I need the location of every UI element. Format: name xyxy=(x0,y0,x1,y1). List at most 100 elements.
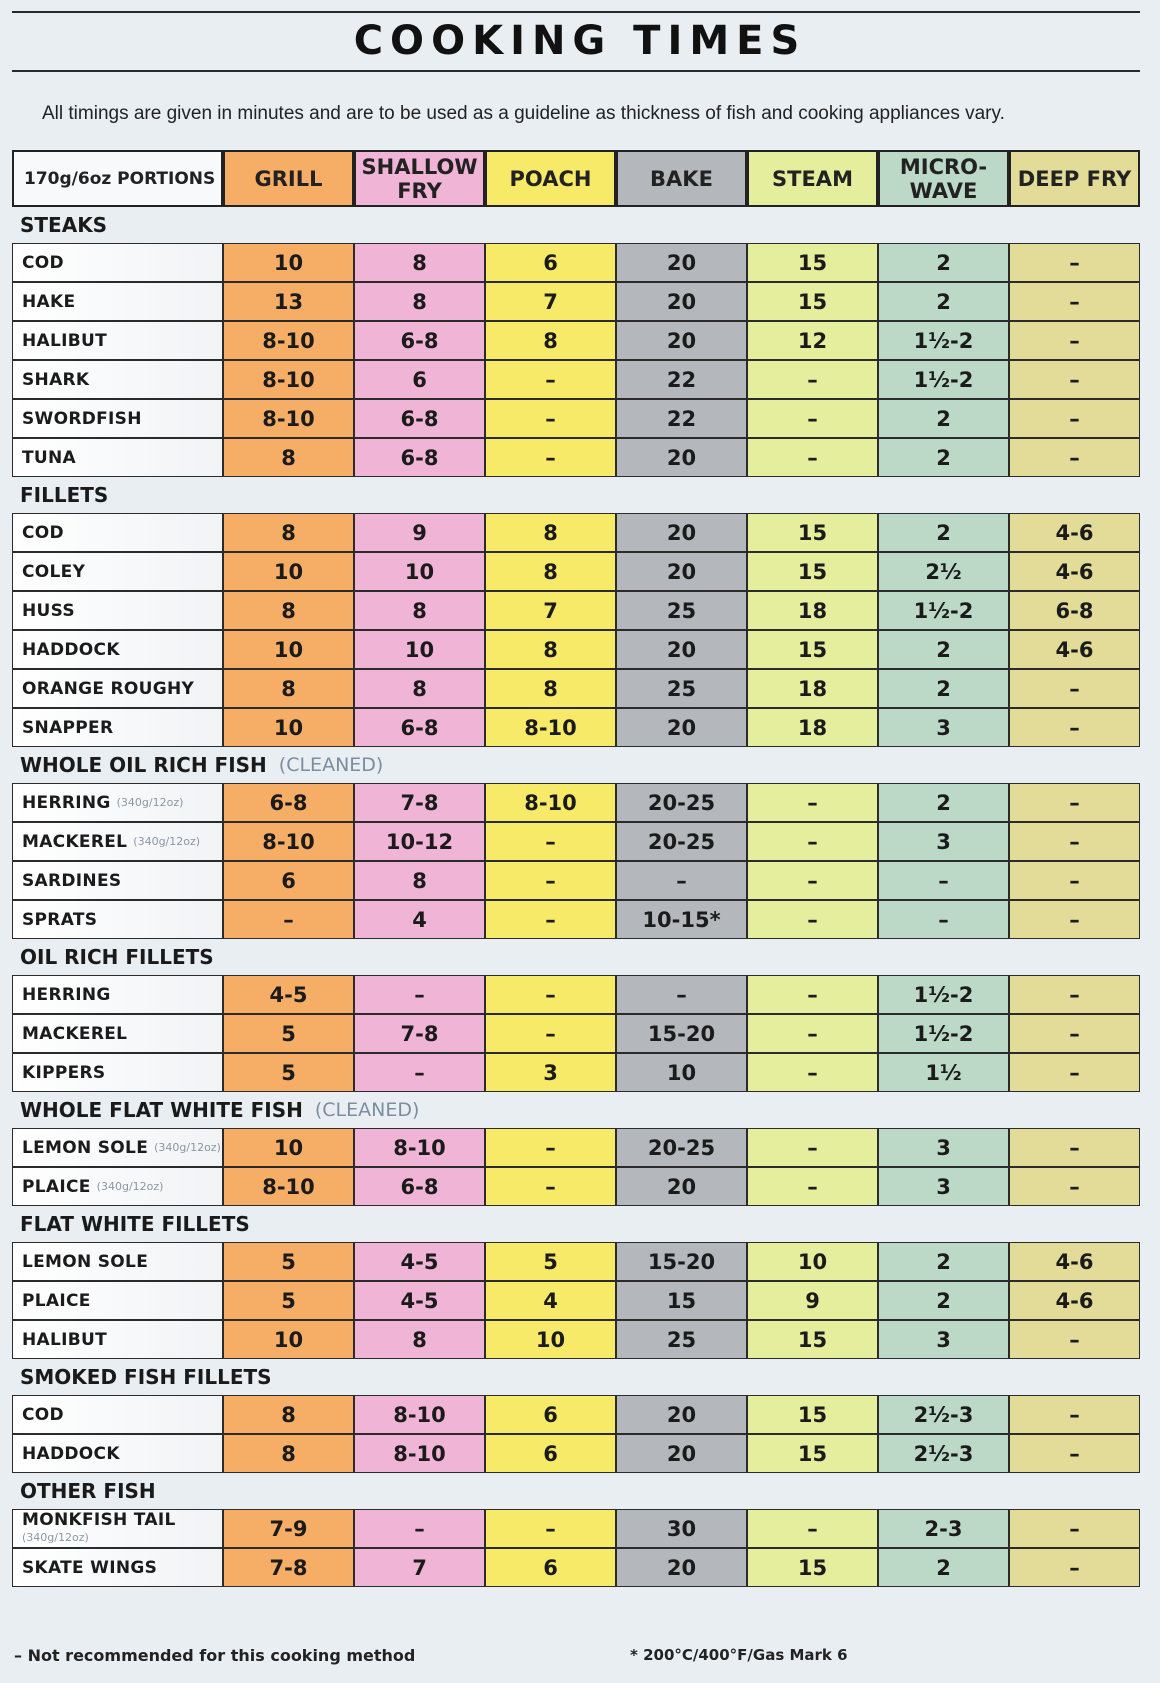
fish-name-text: COD xyxy=(22,252,64,273)
time-cell: 20 xyxy=(616,1548,747,1587)
time-cell: 20 xyxy=(616,1395,747,1434)
section-title: STEAKS xyxy=(12,207,1140,243)
time-cell: 15 xyxy=(747,1395,878,1434)
fish-name: LEMON SOLE (340g/12oz) xyxy=(12,1128,223,1167)
fish-name: MACKEREL xyxy=(12,1014,223,1053)
time-cell: 10 xyxy=(223,630,354,669)
time-cell: 8 xyxy=(223,669,354,708)
fish-name-text: SWORDFISH xyxy=(22,408,142,429)
time-cell: – xyxy=(747,1509,878,1548)
fish-name-text: HERRING xyxy=(22,792,111,813)
time-cell: 8 xyxy=(485,321,616,360)
time-cell: 25 xyxy=(616,1320,747,1359)
time-cell: 2 xyxy=(878,630,1009,669)
time-cell: 3 xyxy=(878,1128,1009,1167)
cooking-times-table: 170g/6oz PORTIONS GRILL SHALLOW FRY POACH BA… xyxy=(12,150,1140,1587)
time-cell: 20 xyxy=(616,282,747,321)
time-cell: – xyxy=(485,1014,616,1053)
time-cell: – xyxy=(747,975,878,1014)
time-cell: 10 xyxy=(223,708,354,747)
fish-name-text: ORANGE ROUGHY xyxy=(22,678,195,699)
time-cell: 8-10 xyxy=(485,783,616,822)
footnote-dash: – Not recommended for this cooking metho… xyxy=(14,1646,416,1665)
time-cell: 6-8 xyxy=(354,399,485,438)
time-cell: 8 xyxy=(354,591,485,630)
time-cell: 20-25 xyxy=(616,783,747,822)
time-cell: 9 xyxy=(747,1281,878,1320)
time-cell: 5 xyxy=(223,1281,354,1320)
time-cell: 10 xyxy=(223,1320,354,1359)
fish-name-text: LEMON SOLE xyxy=(22,1251,149,1272)
time-cell: 6-8 xyxy=(354,1167,485,1206)
section-title-text: STEAKS xyxy=(20,213,108,237)
time-cell: 15 xyxy=(747,552,878,591)
time-cell: 13 xyxy=(223,282,354,321)
time-cell: 2 xyxy=(878,783,1009,822)
time-cell: 8 xyxy=(485,630,616,669)
section-title-text: OIL RICH FILLETS xyxy=(20,945,214,969)
time-cell: 1½-2 xyxy=(878,321,1009,360)
section-note: (CLEANED) xyxy=(278,754,384,776)
time-cell: – xyxy=(878,861,1009,900)
time-cell: 2 xyxy=(878,282,1009,321)
time-cell: 8 xyxy=(354,669,485,708)
time-cell: 15 xyxy=(747,1320,878,1359)
fish-name-text: HALIBUT xyxy=(22,1329,107,1350)
time-cell: 10 xyxy=(747,1242,878,1281)
time-cell: – xyxy=(747,1167,878,1206)
time-cell: 10 xyxy=(485,1320,616,1359)
time-cell: 2 xyxy=(878,399,1009,438)
time-cell: – xyxy=(1009,1128,1140,1167)
time-cell: 8 xyxy=(223,591,354,630)
fish-name: PLAICE xyxy=(12,1281,223,1320)
fish-name: KIPPERS xyxy=(12,1053,223,1092)
section-title-text: WHOLE OIL RICH FISH xyxy=(20,753,267,777)
time-cell: 7-9 xyxy=(223,1509,354,1548)
fish-name: SWORDFISH xyxy=(12,399,223,438)
time-cell: – xyxy=(485,399,616,438)
time-cell: 10 xyxy=(223,1128,354,1167)
time-cell: 2½-3 xyxy=(878,1395,1009,1434)
fish-name: COD xyxy=(12,1395,223,1434)
time-cell: 2½ xyxy=(878,552,1009,591)
time-cell: – xyxy=(747,438,878,477)
time-cell: 8 xyxy=(485,669,616,708)
fish-name: TUNA xyxy=(12,438,223,477)
time-cell: 5 xyxy=(223,1014,354,1053)
time-cell: – xyxy=(1009,1167,1140,1206)
time-cell: 8 xyxy=(354,861,485,900)
time-cell: 6-8 xyxy=(354,438,485,477)
time-cell: – xyxy=(1009,1395,1140,1434)
time-cell: 3 xyxy=(485,1053,616,1092)
time-cell: 10 xyxy=(354,630,485,669)
time-cell: 8-10 xyxy=(223,399,354,438)
fish-name-text: MONKFISH TAIL xyxy=(22,1509,176,1530)
time-cell: – xyxy=(354,975,485,1014)
fish-name-text: HAKE xyxy=(22,291,76,312)
fish-weight-note: (340g/12oz) xyxy=(116,796,184,809)
time-cell: 25 xyxy=(616,669,747,708)
fish-weight-note: (340g/12oz) xyxy=(154,1141,221,1154)
time-cell: 4-6 xyxy=(1009,1281,1140,1320)
fish-name-text: TUNA xyxy=(22,447,76,468)
fish-name: COLEY xyxy=(12,552,223,591)
time-cell: 4-6 xyxy=(1009,513,1140,552)
time-cell: 5 xyxy=(223,1242,354,1281)
time-cell: 8-10 xyxy=(223,360,354,399)
time-cell: 8-10 xyxy=(354,1395,485,1434)
fish-name: HUSS xyxy=(12,591,223,630)
time-cell: 6-8 xyxy=(354,708,485,747)
time-cell: 2 xyxy=(878,513,1009,552)
fish-name: PLAICE (340g/12oz) xyxy=(12,1167,223,1206)
time-cell: 6 xyxy=(485,1434,616,1473)
time-cell: 4-5 xyxy=(223,975,354,1014)
footnote-asterisk: * 200°C/400°F/Gas Mark 6 xyxy=(630,1646,848,1664)
time-cell: 5 xyxy=(223,1053,354,1092)
time-cell: – xyxy=(1009,360,1140,399)
time-cell: 15 xyxy=(747,243,878,282)
top-rule xyxy=(12,11,1140,13)
time-cell: 15-20 xyxy=(616,1242,747,1281)
time-cell: – xyxy=(485,900,616,939)
fish-name: MONKFISH TAIL (340g/12oz) xyxy=(12,1509,223,1548)
fish-name: SHARK xyxy=(12,360,223,399)
